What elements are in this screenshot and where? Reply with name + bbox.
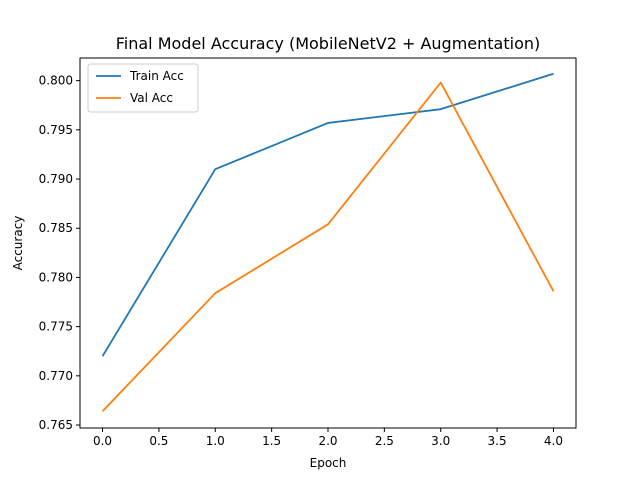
y-tick-label: 0.785 — [39, 221, 73, 235]
y-tick-label: 0.780 — [39, 270, 73, 284]
legend: Train Acc Val Acc — [87, 63, 199, 113]
y-tick-label: 0.775 — [39, 320, 73, 334]
x-tick-label: 3.0 — [431, 434, 450, 448]
x-axis-label: Epoch — [310, 456, 347, 470]
x-tick-label: 2.0 — [318, 434, 337, 448]
legend-label: Val Acc — [130, 91, 173, 105]
series-line-val-acc — [101, 81, 555, 412]
y-tick-label: 0.770 — [39, 369, 73, 383]
series-line-train-acc — [101, 72, 554, 357]
y-tick-label: 0.765 — [39, 418, 73, 432]
y-tick-label: 0.795 — [39, 123, 73, 137]
x-tick-label: 3.5 — [488, 434, 507, 448]
x-tick-label: 2.5 — [375, 434, 394, 448]
legend-label: Train Acc — [129, 69, 184, 83]
x-tick-label: 1.0 — [206, 434, 225, 448]
y-tick-label: 0.800 — [39, 74, 73, 88]
chart-title: Final Model Accuracy (MobileNetV2 + Augm… — [116, 34, 541, 53]
x-tick-label: 0.5 — [149, 434, 168, 448]
y-axis-label: Accuracy — [11, 216, 25, 271]
x-tick-label: 4.0 — [544, 434, 563, 448]
x-tick-label: 0.0 — [93, 434, 112, 448]
x-tick-label: 1.5 — [262, 434, 281, 448]
plot-frame — [79, 57, 577, 429]
y-tick-label: 0.790 — [39, 172, 73, 186]
